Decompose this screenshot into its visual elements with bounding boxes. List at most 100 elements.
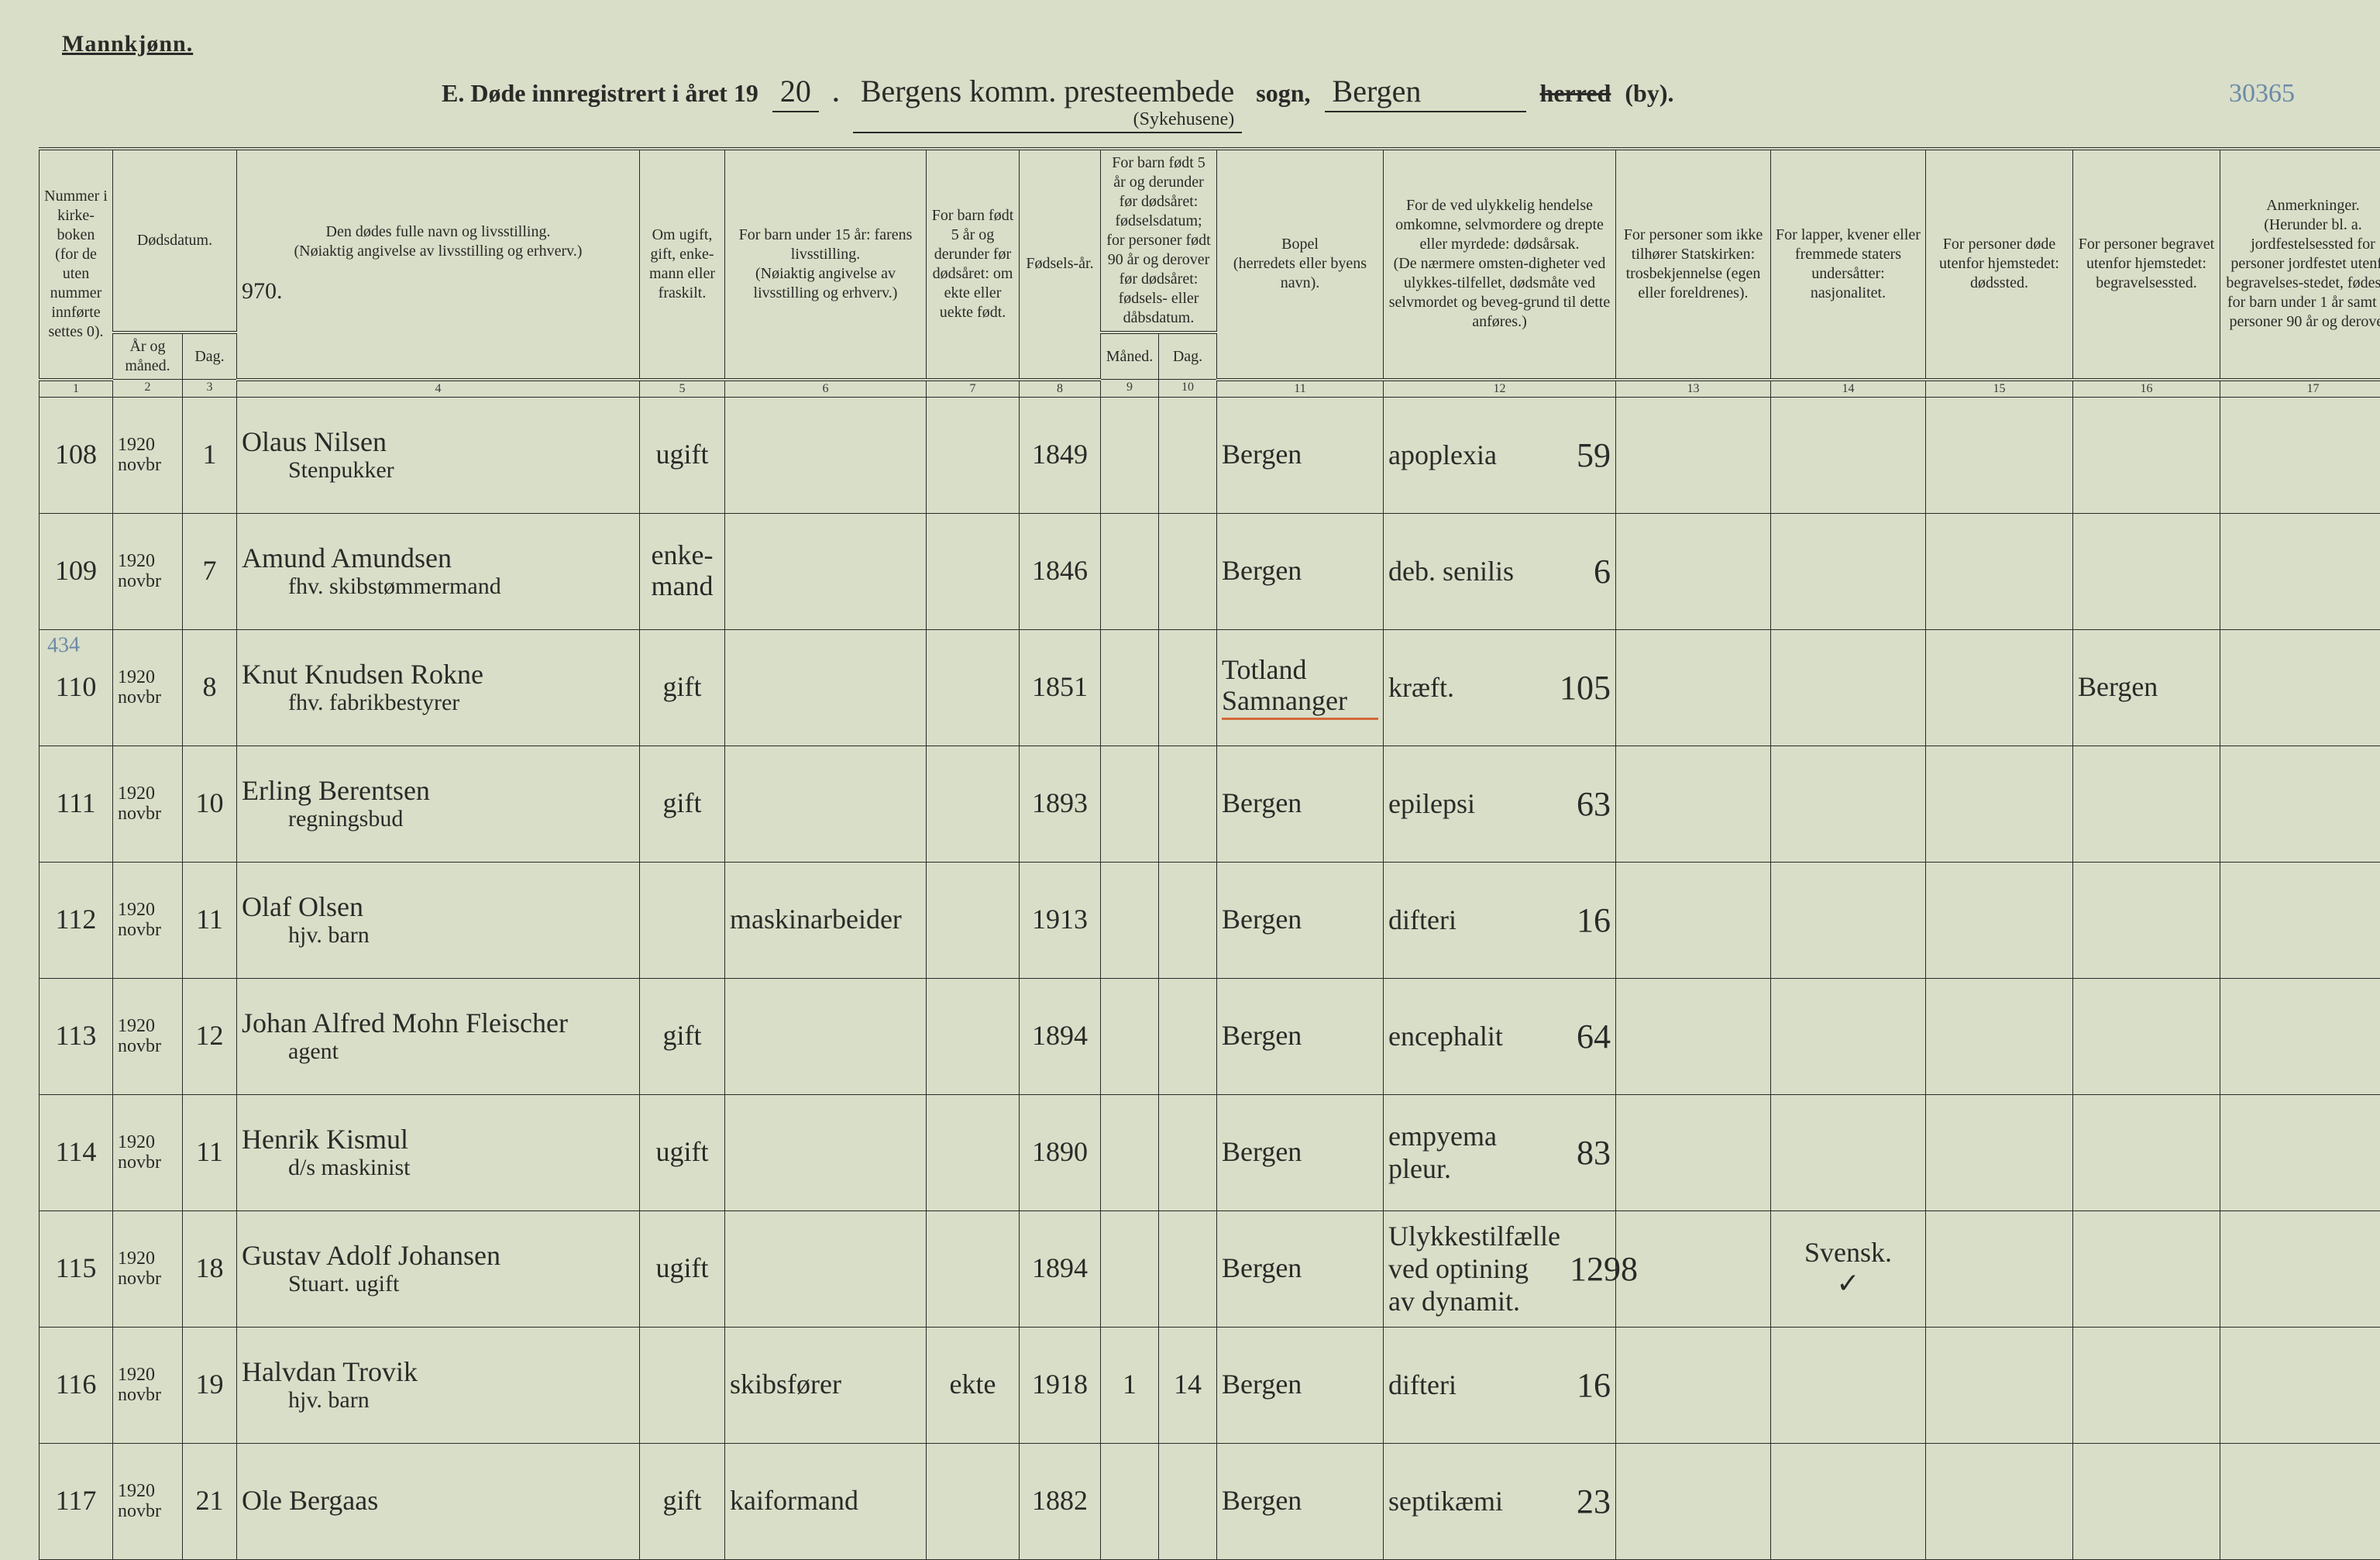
legitimacy <box>927 397 1020 513</box>
birth-year: 1851 <box>1020 629 1101 746</box>
birth-month <box>1101 746 1159 862</box>
birth-day <box>1159 513 1217 629</box>
nationality: Svensk. ✓ <box>1771 1210 1926 1327</box>
burial-place: Bergen <box>2073 629 2220 746</box>
nationality <box>1771 629 1926 746</box>
column-number: 4 <box>237 380 640 398</box>
faith <box>1616 1210 1771 1327</box>
faith <box>1616 629 1771 746</box>
burial-place <box>2073 1210 2220 1327</box>
birth-month <box>1101 862 1159 978</box>
nationality <box>1771 397 1926 513</box>
name-occupation: Amund Amundsenfhv. skibstømmermand <box>237 513 640 629</box>
birth-year: 1918 <box>1020 1327 1101 1443</box>
name-occupation: Henrik Kismuld/s maskinist <box>237 1094 640 1210</box>
by-label: (by). <box>1625 79 1673 108</box>
marital-status <box>640 862 725 978</box>
marital-status: gift <box>640 1443 725 1559</box>
death-place <box>1926 1443 2073 1559</box>
remarks <box>2220 513 2380 629</box>
death-place <box>1926 629 2073 746</box>
residence: Bergen <box>1217 1094 1384 1210</box>
column-number: 7 <box>927 380 1020 398</box>
table-body: 1081920 novbr1Olaus NilsenStenpukkerugif… <box>40 397 2380 1559</box>
marital-status: ugift <box>640 1094 725 1210</box>
remarks <box>2220 746 2380 862</box>
col-1: Nummer i kirke-boken (for de uten nummer… <box>40 149 113 380</box>
entry-number: 434110 <box>40 629 113 746</box>
death-place <box>1926 397 2073 513</box>
column-number: 14 <box>1771 380 1926 398</box>
day: 7 <box>183 513 237 629</box>
legitimacy <box>927 862 1020 978</box>
column-number: 3 <box>183 380 237 398</box>
remarks <box>2220 1210 2380 1327</box>
register-table: Nummer i kirke-boken (for de uten nummer… <box>39 147 2380 1560</box>
death-place <box>1926 1094 2073 1210</box>
legitimacy: ekte <box>927 1327 1020 1443</box>
cause-of-death: septikæmi23 <box>1384 1443 1616 1559</box>
father-occupation <box>725 746 927 862</box>
column-number: 12 <box>1384 380 1616 398</box>
birth-day <box>1159 746 1217 862</box>
day: 12 <box>183 978 237 1094</box>
cause-of-death: difteri16 <box>1384 862 1616 978</box>
cause-of-death: empyema pleur.83 <box>1384 1094 1616 1210</box>
col-9: Måned. <box>1101 332 1159 380</box>
birth-month <box>1101 513 1159 629</box>
name-occupation: Johan Alfred Mohn Fleischeragent <box>237 978 640 1094</box>
table-row: 1081920 novbr1Olaus NilsenStenpukkerugif… <box>40 397 2380 513</box>
col-5: Om ugift, gift, enke-mann eller fraskilt… <box>640 149 725 380</box>
day: 21 <box>183 1443 237 1559</box>
birth-day: 14 <box>1159 1327 1217 1443</box>
column-number: 13 <box>1616 380 1771 398</box>
birth-day <box>1159 1094 1217 1210</box>
marital-status: ugift <box>640 1210 725 1327</box>
father-occupation <box>725 513 927 629</box>
register-page: Mannkjønn. E. Døde innregistrert i året … <box>39 31 2341 1519</box>
col-12: For de ved ulykkelig hendelse omkomne, s… <box>1384 149 1616 380</box>
nationality <box>1771 746 1926 862</box>
day: 1 <box>183 397 237 513</box>
burial-place <box>2073 1094 2220 1210</box>
column-number: 10 <box>1159 380 1217 398</box>
legitimacy <box>927 978 1020 1094</box>
birth-month: 1 <box>1101 1327 1159 1443</box>
death-place <box>1926 1210 2073 1327</box>
residence: Bergen <box>1217 513 1384 629</box>
table-row: 4341101920 novbr8Knut Knudsen Roknefhv. … <box>40 629 2380 746</box>
year-month: 1920 novbr <box>113 629 183 746</box>
birth-month <box>1101 1443 1159 1559</box>
residence: Bergen <box>1217 862 1384 978</box>
faith <box>1616 978 1771 1094</box>
sex-heading: Mannkjønn. <box>62 31 2341 57</box>
parish-fill: Bergens komm. presteembede (Sykehusene) <box>853 73 1242 133</box>
legitimacy <box>927 1443 1020 1559</box>
sogn-label: sogn, <box>1256 79 1310 108</box>
year-month: 1920 novbr <box>113 1327 183 1443</box>
year-fill: 20 <box>772 73 819 112</box>
table-row: 1131920 novbr12Johan Alfred Mohn Fleisch… <box>40 978 2380 1094</box>
legitimacy <box>927 513 1020 629</box>
remarks <box>2220 397 2380 513</box>
day: 18 <box>183 1210 237 1327</box>
residence: Bergen <box>1217 397 1384 513</box>
page-id: 30365 <box>2229 79 2295 108</box>
title-prefix: E. Døde innregistrert i året 19 <box>442 79 758 108</box>
year-month: 1920 novbr <box>113 978 183 1094</box>
year-month: 1920 novbr <box>113 1094 183 1210</box>
birth-year: 1913 <box>1020 862 1101 978</box>
burial-place <box>2073 397 2220 513</box>
father-occupation: kaiformand <box>725 1443 927 1559</box>
day: 8 <box>183 629 237 746</box>
name-occupation: Olaus NilsenStenpukker <box>237 397 640 513</box>
col-2: År og måned. <box>113 332 183 380</box>
table-row: 1171920 novbr21Ole Bergaasgiftkaiformand… <box>40 1443 2380 1559</box>
column-number: 17 <box>2220 380 2380 398</box>
column-number: 2 <box>113 380 183 398</box>
nationality <box>1771 862 1926 978</box>
year-month: 1920 novbr <box>113 1443 183 1559</box>
birth-year: 1894 <box>1020 1210 1101 1327</box>
column-number: 11 <box>1217 380 1384 398</box>
year-month: 1920 novbr <box>113 746 183 862</box>
